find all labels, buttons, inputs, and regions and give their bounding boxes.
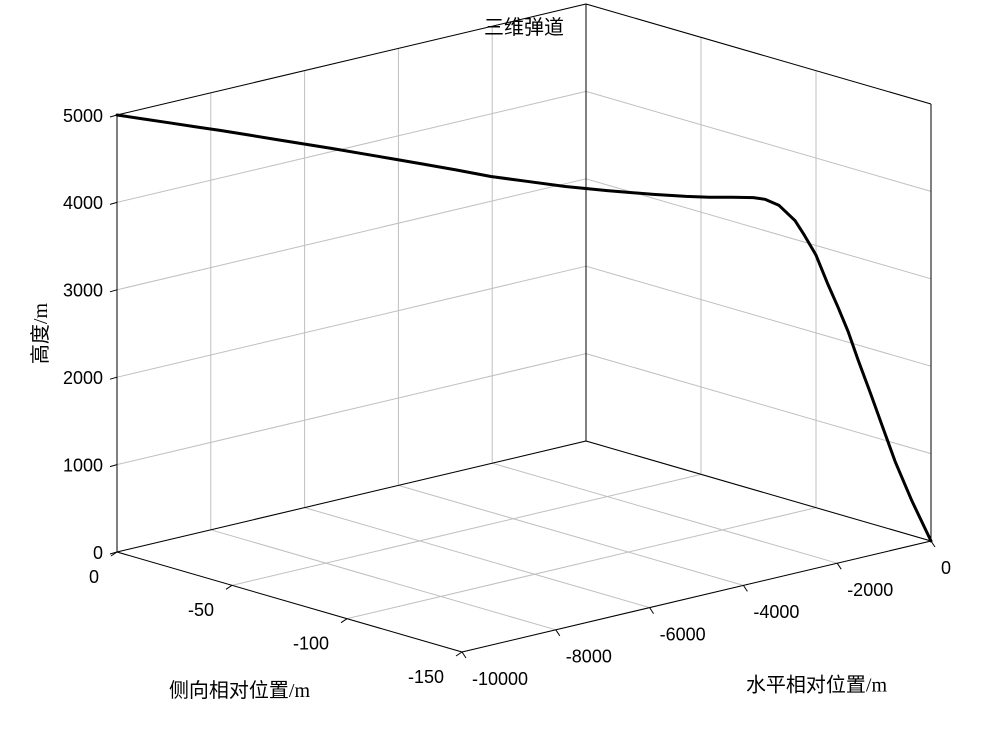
svg-text:-50: -50 [188, 600, 214, 620]
svg-text:-150: -150 [408, 667, 444, 687]
z-axis-label: 高度/m [29, 303, 52, 365]
svg-text:-8000: -8000 [566, 647, 612, 667]
chart-title: 三维弹道 [484, 16, 564, 39]
svg-text:-4000: -4000 [753, 602, 799, 622]
svg-text:-100: -100 [293, 633, 329, 653]
trajectory-3d-chart: 0 1000 2000 3000 4000 5000 -150 -100 -50 0 -10000 -… [0, 0, 1000, 749]
svg-text:5000: 5000 [63, 106, 103, 126]
svg-text:1000: 1000 [63, 455, 103, 475]
svg-text:3000: 3000 [63, 281, 103, 301]
svg-text:0: 0 [941, 558, 951, 578]
chart-svg: 0 1000 2000 3000 4000 5000 -150 -100 -50 0 -10000 -… [0, 0, 1000, 749]
svg-text:-2000: -2000 [847, 580, 893, 600]
svg-text:-6000: -6000 [660, 624, 706, 644]
svg-text:2000: 2000 [63, 368, 103, 388]
svg-text:-10000: -10000 [472, 669, 528, 689]
svg-text:0: 0 [89, 567, 99, 587]
svg-text:4000: 4000 [63, 193, 103, 213]
svg-text:0: 0 [93, 543, 103, 563]
y-axis-label: 侧向相对位置/m [169, 679, 311, 702]
x-axis-label: 水平相对位置/m [746, 674, 888, 697]
